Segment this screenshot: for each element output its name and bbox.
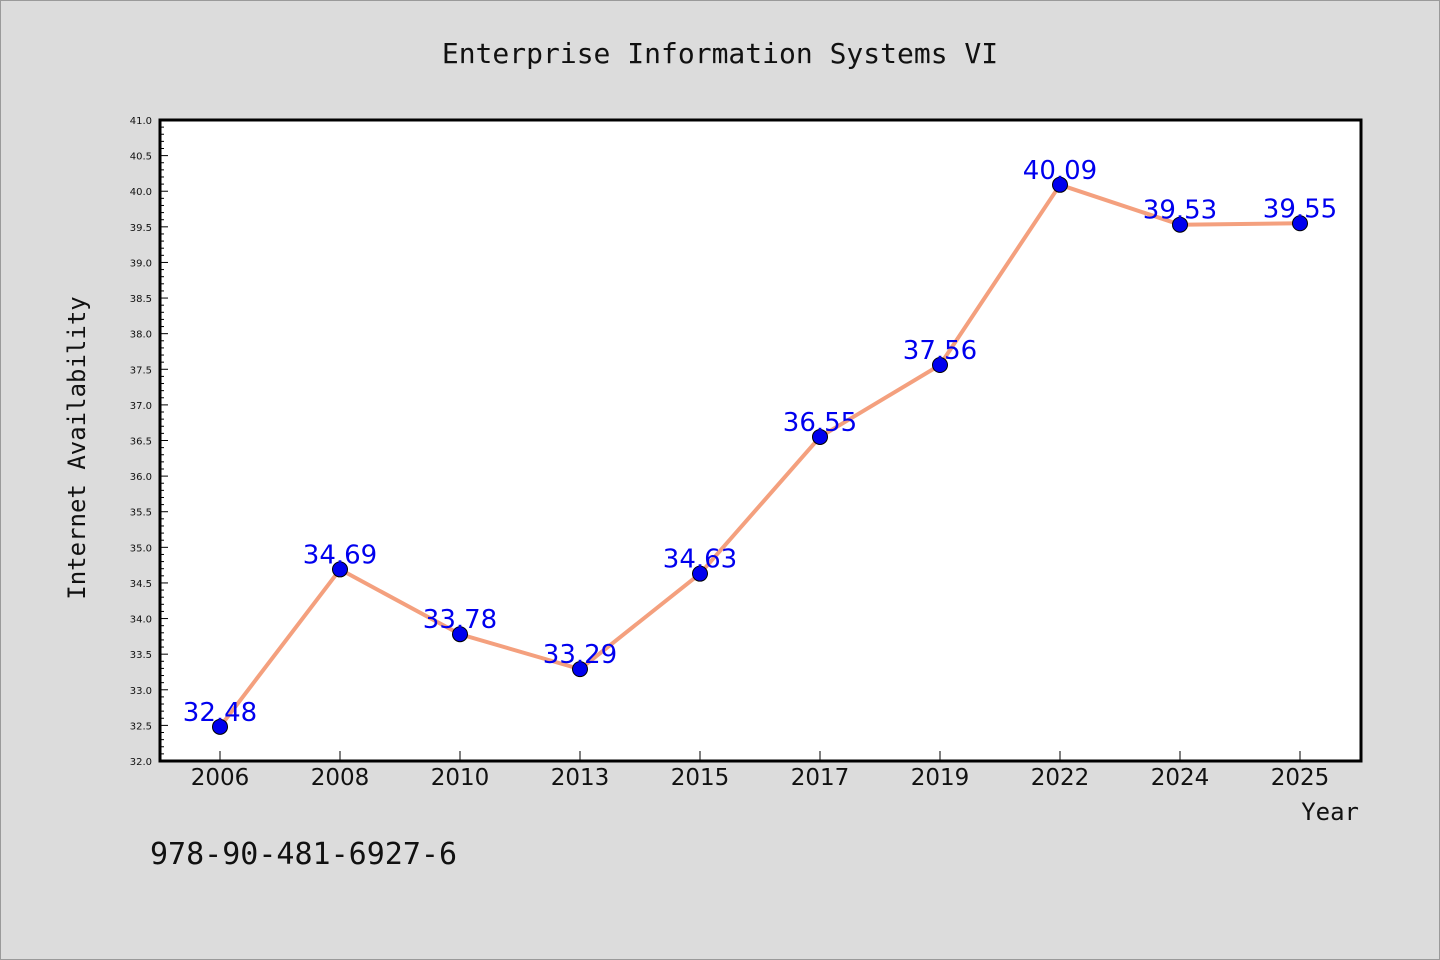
y-tick-label: 35.5 — [130, 508, 152, 519]
chart-title: Enterprise Information Systems VI — [442, 37, 998, 70]
data-point — [1172, 216, 1188, 233]
y-axis: 32.0 32.5 33.0 33.5 34.0 34.5 35.0 35.5 36.0 36.5… — [130, 116, 168, 768]
y-tick-label: 32.0 — [130, 757, 152, 768]
y-tick-label: 36.0 — [130, 472, 152, 483]
y-tick-label: 36.5 — [130, 437, 152, 448]
y-tick-label: 33.0 — [130, 686, 152, 697]
y-tick-label: 39.5 — [130, 223, 152, 234]
x-tick-label: 2024 — [1151, 765, 1210, 791]
data-label: 34.69 — [303, 540, 377, 570]
data-point — [1052, 176, 1068, 193]
plot-area — [158, 118, 1363, 763]
series-line — [218, 182, 1301, 729]
y-tick-label: 32.5 — [130, 721, 152, 732]
data-label: 34.63 — [663, 545, 737, 575]
y-axis-label: Internet Availability — [63, 296, 91, 599]
x-axis-label: Year — [1301, 798, 1359, 826]
y-tick-label: 41.0 — [130, 116, 152, 127]
data-label: 33.29 — [543, 640, 617, 670]
data-label: 32.48 — [183, 698, 257, 728]
x-tick-label: 2013 — [551, 765, 610, 791]
x-tick-label: 2025 — [1271, 765, 1330, 791]
data-labels: 32.48 34.69 33.78 33.29 34.63 36.55 37.56 40.09… — [183, 156, 1337, 728]
y-tick-label: 34.5 — [130, 579, 152, 590]
x-tick-label: 2006 — [191, 765, 250, 791]
data-point — [812, 428, 828, 445]
data-label: 37.56 — [903, 336, 977, 366]
x-tick-label: 2017 — [791, 765, 850, 791]
data-label: 33.78 — [423, 605, 497, 635]
y-tick-label: 37.5 — [130, 365, 152, 376]
x-tick-label: 2015 — [671, 765, 730, 791]
data-label: 39.55 — [1263, 194, 1337, 224]
x-tick-label: 2008 — [311, 765, 370, 791]
data-label: 36.55 — [783, 408, 857, 438]
y-tick-label: 37.0 — [130, 401, 152, 412]
data-point — [332, 561, 348, 578]
y-tick-label: 33.5 — [130, 650, 152, 661]
data-point — [1292, 215, 1308, 232]
data-point — [212, 718, 228, 735]
data-point — [692, 565, 708, 582]
data-label: 39.53 — [1143, 196, 1217, 226]
isbn-label: 978-90-481-6927-6 — [150, 837, 457, 872]
data-point — [572, 661, 588, 678]
y-tick-label: 38.0 — [130, 330, 152, 341]
y-tick-label: 40.0 — [130, 187, 152, 198]
x-axis: 2006 2008 2010 2013 2015 2017 2019 2022 2024 2025 — [191, 751, 1330, 791]
y-tick-label: 35.0 — [130, 543, 152, 554]
y-tick-label: 40.5 — [130, 152, 152, 163]
x-tick-label: 2022 — [1031, 765, 1090, 791]
data-point — [452, 626, 468, 643]
y-tick-label: 38.5 — [130, 294, 152, 305]
y-tick-label: 39.0 — [130, 258, 152, 269]
data-point — [932, 357, 948, 374]
x-tick-label: 2010 — [431, 765, 490, 791]
y-tick-label: 34.0 — [130, 615, 152, 626]
data-series — [212, 176, 1308, 735]
x-tick-label: 2019 — [911, 765, 970, 791]
data-label: 40.09 — [1023, 156, 1097, 186]
